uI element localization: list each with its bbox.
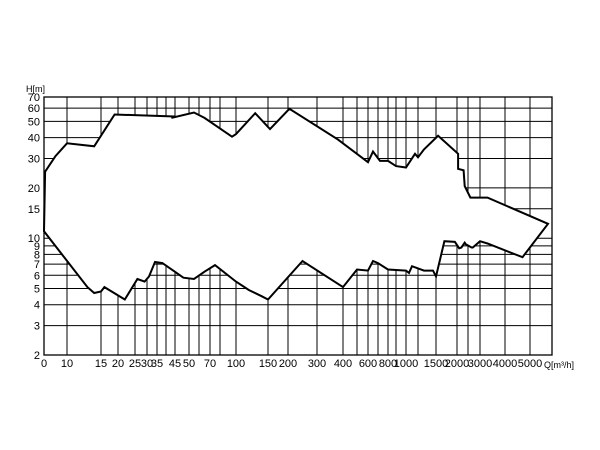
x-tick-label: 10 bbox=[61, 358, 73, 370]
series-layer bbox=[42, 107, 550, 301]
y-tick-label: 5 bbox=[34, 284, 40, 296]
x-tick-label: 5000 bbox=[518, 358, 542, 370]
x-tick-label: 30 bbox=[141, 358, 153, 370]
y-tick-label: 8 bbox=[34, 249, 40, 261]
x-tick-label: 50 bbox=[183, 358, 195, 370]
y-tick-label: 60 bbox=[28, 103, 40, 115]
x-tick-label: 400 bbox=[334, 358, 352, 370]
y-tick-label: 40 bbox=[28, 133, 40, 145]
x-tick-label: 600 bbox=[359, 358, 377, 370]
y-tick-label: 3 bbox=[34, 321, 40, 333]
x-tick-label: 0 bbox=[41, 358, 47, 370]
y-tick-label: 2 bbox=[34, 350, 40, 362]
y-axis-label: H[m] bbox=[26, 84, 45, 94]
y-tick-label: 15 bbox=[28, 204, 40, 216]
x-tick-label: 200 bbox=[279, 358, 297, 370]
y-tick-label: 50 bbox=[28, 116, 40, 128]
x-tick-label: 1000 bbox=[394, 358, 418, 370]
y-tick-label: 70 bbox=[28, 92, 40, 104]
x-tick-label: 4000 bbox=[493, 358, 517, 370]
y-tick-label: 20 bbox=[28, 183, 40, 195]
y-tick-label: 6 bbox=[34, 270, 40, 282]
x-axis-label: Q[m³/h] bbox=[544, 360, 574, 370]
x-tick-label: 45 bbox=[169, 358, 181, 370]
x-tick-label: 25 bbox=[129, 358, 141, 370]
x-tick-label: 2000 bbox=[445, 358, 469, 370]
x-tick-label: 15 bbox=[95, 358, 107, 370]
y-tick-label: 4 bbox=[34, 300, 40, 312]
y-tick-label: 30 bbox=[28, 153, 40, 165]
y-tick-label: 9 bbox=[34, 241, 40, 253]
x-tick-label: 150 bbox=[259, 358, 277, 370]
x-tick-label: 800 bbox=[379, 358, 397, 370]
y-tick-label: 10 bbox=[28, 233, 40, 245]
performance-envelope bbox=[42, 107, 550, 301]
x-tick-label: 70 bbox=[204, 358, 216, 370]
y-tick-label: 7 bbox=[34, 259, 40, 271]
x-tick-label: 3000 bbox=[468, 358, 492, 370]
x-tick-label: 20 bbox=[112, 358, 124, 370]
x-tick-label: 300 bbox=[308, 358, 326, 370]
x-tick-label: 100 bbox=[227, 358, 245, 370]
x-tick-label: 1500 bbox=[424, 358, 448, 370]
x-tick-label: 35 bbox=[151, 358, 163, 370]
